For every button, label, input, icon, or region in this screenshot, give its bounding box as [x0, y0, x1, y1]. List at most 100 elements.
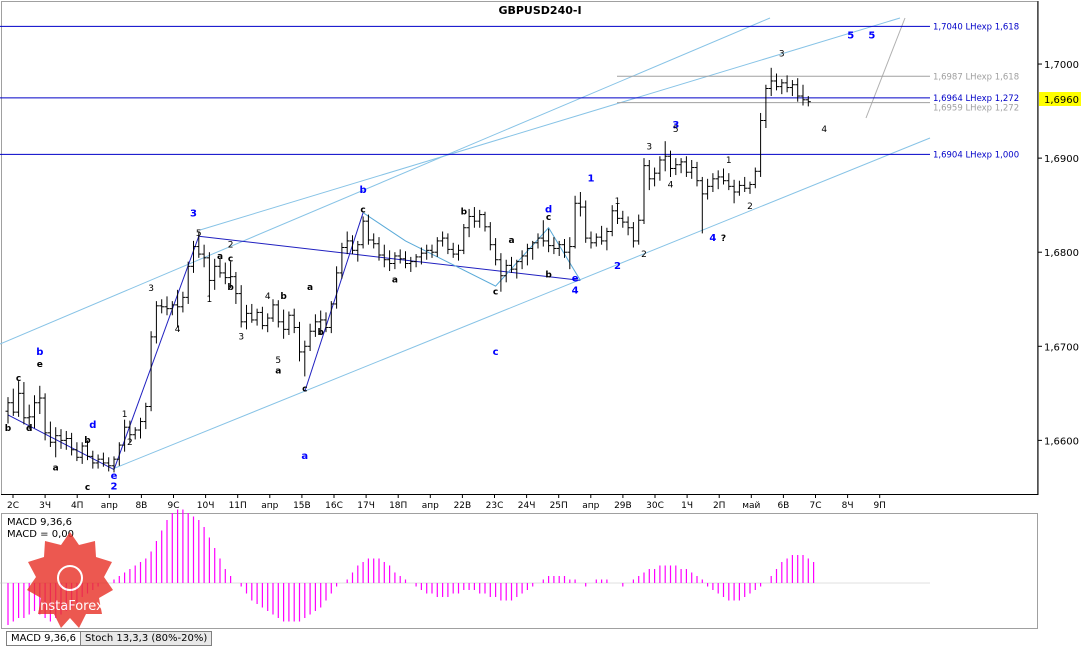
price-bar: [413, 254, 419, 268]
price-bar: [567, 237, 573, 270]
current-price-label: 1,6960: [1044, 95, 1079, 106]
time-tick-label: апр: [422, 501, 439, 511]
price-bar: [259, 306, 265, 330]
price-bar: [763, 84, 769, 129]
price-bar: [371, 233, 377, 249]
price-bar: [132, 427, 138, 440]
price-bar: [26, 404, 32, 430]
price-bar: [705, 178, 711, 200]
price-bar: [233, 271, 239, 304]
time-tick-label: 18П: [389, 501, 407, 511]
level-label: 1,6959 LHexp 1,272: [933, 104, 1019, 114]
price-bar: [736, 180, 742, 196]
time-tick-label: 10Ч: [197, 501, 215, 511]
trend-channel: [0, 17, 931, 469]
price-bar: [779, 79, 785, 95]
level-label: 1,6987 LHexp 1,618: [933, 72, 1019, 82]
price-bars: [5, 67, 811, 473]
price-bar: [652, 167, 658, 187]
price-bar: [572, 195, 578, 249]
price-bar: [217, 257, 223, 278]
wave-label-black: c: [360, 206, 365, 216]
price-bar: [85, 440, 90, 461]
wave-label-black: b: [84, 436, 91, 446]
price-bar: [339, 242, 345, 279]
wave-label-black: 5: [673, 125, 679, 135]
wave-label-blue: 3: [190, 208, 197, 219]
price-bar: [148, 331, 154, 412]
price-bar: [471, 207, 477, 228]
price-bar: [69, 432, 75, 456]
price-bar: [477, 209, 483, 228]
wave-label-black: a: [53, 463, 59, 473]
wave-label-black: 4: [175, 325, 181, 335]
time-tick-label: 6В: [777, 501, 789, 511]
tab-stoch[interactable]: Stoch 13,3,3 (80%-20%): [79, 631, 213, 646]
indicator-value: MACD = 0,00: [7, 529, 74, 540]
price-bar: [307, 323, 313, 351]
price-bar: [334, 266, 340, 309]
price-bar: [392, 252, 398, 270]
price-bar: [551, 237, 557, 255]
wave-label-black: 5: [196, 229, 202, 239]
wave-label-black: 3: [148, 284, 154, 294]
time-tick-label: 2C: [7, 501, 19, 511]
price-bar: [164, 296, 170, 316]
wave-label-black: 1: [726, 156, 732, 166]
tab-macd[interactable]: MACD 9,36,6: [6, 631, 81, 646]
price-bar: [397, 249, 403, 264]
price-bar: [588, 231, 594, 249]
price-tick-label: 1,6600: [1044, 436, 1079, 447]
price-bar: [275, 300, 281, 328]
price-bar: [509, 256, 514, 273]
price-bar: [100, 452, 106, 467]
wave-label-blue: 5: [868, 31, 875, 42]
price-bar: [683, 156, 689, 177]
price-bar: [355, 240, 361, 262]
wave-label-blue: e: [111, 471, 118, 482]
price-bar: [668, 150, 673, 177]
price-bar: [302, 340, 308, 377]
price-bar: [466, 208, 472, 238]
price-bar: [10, 388, 16, 416]
wave-label-blue: 4: [709, 233, 716, 244]
price-bar: [169, 301, 175, 316]
price-bar: [768, 67, 774, 97]
price-bar: [599, 225, 605, 245]
wave-label-black: c: [85, 483, 90, 493]
price-bar: [222, 262, 228, 285]
price-bar: [805, 96, 811, 107]
price-bar: [604, 227, 610, 251]
price-bar: [387, 250, 393, 272]
price-bar: [323, 312, 329, 333]
wave-label-black: 2: [228, 241, 234, 251]
wave-label-blue: d: [545, 205, 552, 216]
wave-label-black: b: [227, 283, 234, 293]
price-bar: [429, 244, 435, 258]
wave-label-black: b: [317, 328, 324, 338]
time-tick-label: 24Ч: [518, 501, 536, 511]
wave-label-black: 3: [646, 143, 652, 153]
price-bar: [758, 112, 764, 177]
price-bar: [403, 251, 408, 269]
price-bar: [524, 243, 530, 266]
price-bar: [47, 421, 53, 447]
wave-label-blue: b: [360, 185, 367, 196]
price-bar: [456, 244, 461, 261]
price-bar: [159, 299, 165, 314]
level-label: 1,6904 LHexp 1,000: [933, 150, 1019, 160]
price-bar: [731, 179, 737, 204]
price-bar: [175, 289, 181, 328]
indicator-panel-frame: [1, 513, 1038, 629]
wave-label-black: a: [217, 252, 223, 262]
wave-label-black: 4: [668, 180, 674, 190]
wave-label-blue: 2: [614, 261, 621, 272]
wave-label-blue: c: [493, 347, 499, 358]
time-tick-label: 11П: [229, 501, 247, 511]
time-tick-label: апр: [261, 501, 278, 511]
wave-label-black: c: [302, 384, 307, 394]
wave-label-black: ?: [721, 234, 726, 244]
time-tick-label: 9C: [167, 501, 179, 511]
